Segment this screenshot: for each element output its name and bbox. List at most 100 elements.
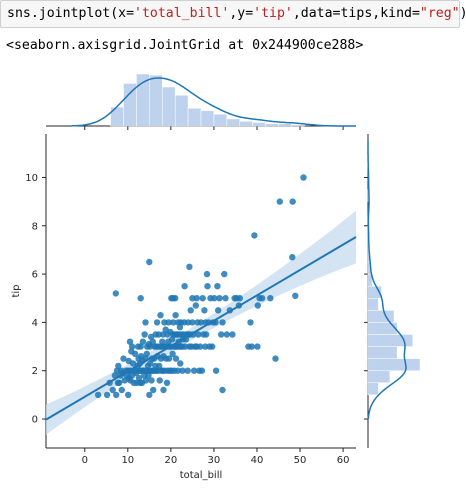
scatter-point xyxy=(184,367,191,374)
scatter-point xyxy=(292,292,299,299)
scatter-point xyxy=(187,307,194,314)
x-hist-bar xyxy=(110,106,124,127)
scatter-point xyxy=(272,355,279,362)
scatter-point xyxy=(189,319,196,326)
y-hist-bar xyxy=(367,322,398,335)
scatter-point xyxy=(129,360,137,367)
scatter-point xyxy=(160,386,167,394)
cell-output: <seaborn.axisgrid.JointGrid at 0x244900c… xyxy=(6,38,364,53)
scatter-point xyxy=(203,270,211,278)
scatter-point xyxy=(172,312,179,319)
scatter-point xyxy=(212,367,220,374)
y-hist-bar xyxy=(367,310,395,323)
y-tick-label: 0 xyxy=(32,415,38,426)
scatter-point xyxy=(141,331,148,338)
scatter-point xyxy=(145,372,152,379)
y-tick-label: 6 xyxy=(32,270,38,281)
scatter-point xyxy=(254,343,261,350)
code-line[interactable]: sns.jointplot(x='total_bill',y='tip',dat… xyxy=(7,6,466,21)
y-tick-label: 2 xyxy=(32,366,38,377)
x-hist-bar xyxy=(291,124,305,127)
x-axis-label: total_bill xyxy=(180,470,223,481)
scatter-point xyxy=(300,174,307,181)
scatter-point xyxy=(289,254,296,261)
scatter-point xyxy=(215,307,222,314)
scatter-point xyxy=(146,258,153,266)
code-fn: sns.jointplot(x= xyxy=(7,6,135,21)
scatter-point xyxy=(159,338,166,345)
x-hist-bar xyxy=(200,110,215,127)
scatter-point xyxy=(219,319,226,326)
y-hist-bar xyxy=(367,346,398,359)
x-hist-bar xyxy=(278,123,292,127)
x-hist-bar xyxy=(239,121,253,127)
code-x-value: 'total_bill' xyxy=(134,6,230,21)
x-tick-label: 30 xyxy=(208,455,221,466)
scatter-point xyxy=(176,324,184,331)
scatter-point xyxy=(142,319,149,326)
x-tick-label: 40 xyxy=(251,455,264,466)
scatter-point xyxy=(216,295,223,302)
scatter-point xyxy=(199,295,206,302)
scatter-point xyxy=(126,338,134,345)
scatter-point xyxy=(149,338,156,345)
regression-line xyxy=(45,236,357,421)
scatter-point xyxy=(131,350,139,357)
scatter-point xyxy=(177,360,184,367)
scatter-point xyxy=(139,338,147,345)
scatter-point xyxy=(146,391,153,399)
scatter-point xyxy=(162,326,169,333)
scatter-point xyxy=(179,367,186,374)
scatter-point xyxy=(276,198,283,205)
scatter-point xyxy=(221,270,228,278)
scatter-point xyxy=(115,362,122,370)
y-axis-label: tip xyxy=(11,284,22,297)
scatter-point xyxy=(254,302,261,309)
code-close: ) xyxy=(460,6,466,21)
scatter-point xyxy=(163,379,171,386)
scatter-point xyxy=(204,283,211,290)
scatter-point xyxy=(169,350,176,357)
x-tick-label: 10 xyxy=(121,455,134,466)
scatter-point xyxy=(174,367,181,374)
scatter-point xyxy=(169,336,176,343)
code-cell[interactable]: sns.jointplot(x='total_bill',y='tip',dat… xyxy=(0,0,466,28)
scatter-point xyxy=(247,319,254,326)
code-sep-y: ,y= xyxy=(229,6,254,21)
y-tick-label: 4 xyxy=(32,318,38,329)
scatter-point xyxy=(236,295,243,302)
scatter-point xyxy=(103,391,111,399)
y-hist-bar xyxy=(367,358,421,371)
scatter-point xyxy=(203,331,210,338)
scatter-point xyxy=(165,355,173,362)
scatter-point xyxy=(137,343,144,350)
scatter-point xyxy=(150,386,157,394)
scatter-point xyxy=(153,319,161,326)
scatter-point xyxy=(147,360,154,367)
scatter-point xyxy=(267,295,274,302)
scatter-point xyxy=(222,295,229,302)
scatter-point xyxy=(113,391,120,399)
scatter-point xyxy=(223,331,230,338)
scatter-point xyxy=(146,343,153,350)
scatter-point xyxy=(251,232,258,239)
scatter-point xyxy=(112,290,120,297)
code-sep-data: ,data=tips,kind= xyxy=(292,6,420,21)
x-tick-label: 20 xyxy=(164,455,177,466)
scatter-point xyxy=(214,283,221,290)
y-hist-bar xyxy=(367,382,379,396)
scatter-point xyxy=(94,391,102,399)
scatter-point xyxy=(156,362,163,370)
scatter-point xyxy=(211,295,218,302)
scatter-point xyxy=(201,307,208,314)
y-kde-curve xyxy=(367,141,407,420)
x-hist-bar xyxy=(265,123,279,127)
x-hist-bar xyxy=(226,118,240,127)
scatter-point xyxy=(142,377,150,384)
scatter-point xyxy=(118,386,126,394)
scatter-point xyxy=(169,295,177,302)
x-kde-curve xyxy=(71,77,356,127)
x-hist-bar xyxy=(252,122,266,127)
y-hist-bar xyxy=(367,334,413,347)
